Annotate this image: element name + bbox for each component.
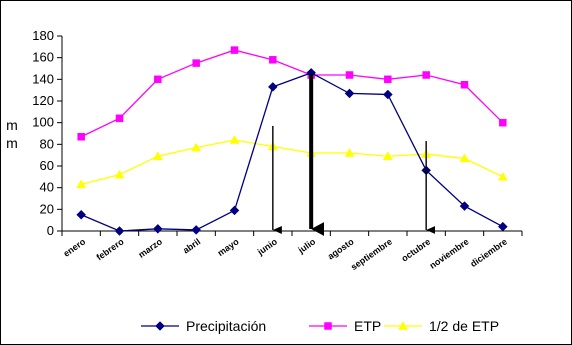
x-tick-label: enero: [61, 236, 87, 259]
legend-item-half-etp: 1/2 de ETP: [384, 318, 499, 334]
annotation-layer: [272, 73, 436, 236]
data-point-precipitacion: [152, 223, 163, 234]
data-point-precipitacion: [76, 209, 87, 220]
data-point-precipitacion: [191, 225, 202, 235]
data-point-etp: [154, 75, 162, 84]
legend-marker: [155, 321, 165, 331]
y-tick-label: 160: [32, 50, 54, 65]
data-point-etp: [460, 81, 469, 89]
legend-marker: [324, 322, 332, 330]
series-precipitacion: [76, 67, 508, 236]
data-point-half-etp: [114, 169, 125, 179]
data-point-etp: [384, 75, 392, 84]
data-point-half-etp: [459, 153, 470, 163]
data-point-precipitacion: [382, 89, 393, 100]
x-tick-label: febrero: [95, 236, 127, 262]
legend-marker: [398, 320, 408, 330]
x-tick-label: julio: [296, 236, 318, 256]
y-tick-label: 40: [40, 180, 54, 195]
x-tick-label: marzo: [137, 236, 165, 260]
y-tick-label: 0: [47, 223, 54, 238]
y-axis-label: m: [6, 135, 18, 151]
y-axis-label: m: [6, 117, 18, 133]
legend-label: 1/2 de ETP: [429, 318, 499, 334]
data-point-half-etp: [344, 147, 355, 157]
series-line-half-etp: [81, 139, 504, 186]
data-point-half-etp: [382, 151, 393, 160]
data-point-precipitacion: [114, 226, 125, 236]
data-point-etp: [192, 59, 200, 67]
x-tick-label: mayo: [216, 236, 241, 258]
legend-item-etp: ETP: [309, 318, 381, 334]
x-tick-label: octubre: [400, 236, 433, 263]
x-tick-label: septiembre: [349, 236, 394, 272]
data-point-precipitacion: [229, 205, 240, 216]
axes: 0 20 40 60 80 100 120 140 160 180 enero febrero marz…: [6, 28, 523, 272]
data-point-half-etp: [76, 179, 87, 189]
series-half-etp: [76, 134, 508, 189]
y-tick-label: 20: [40, 201, 54, 216]
series-line-precipitacion: [80, 72, 504, 232]
x-tick-label: agosto: [326, 236, 356, 261]
data-point-precipitacion: [497, 221, 508, 232]
x-tick-label: junio: [255, 236, 280, 257]
data-point-half-etp: [191, 142, 202, 152]
data-point-etp: [499, 118, 507, 127]
x-tick-label: abril: [181, 236, 202, 255]
data-point-half-etp: [497, 171, 508, 181]
y-tick-label: 60: [40, 158, 54, 173]
data-point-etp: [115, 114, 124, 123]
legend-label: ETP: [354, 318, 381, 334]
legend-item-precipitacion: Precipitación: [141, 318, 266, 334]
data-point-etp: [269, 56, 277, 64]
data-point-half-etp: [152, 151, 163, 160]
series-layer: [76, 46, 508, 236]
y-tick-label: 140: [32, 71, 54, 86]
data-point-precipitacion: [267, 82, 278, 92]
data-point-etp: [422, 71, 430, 79]
data-point-half-etp: [229, 134, 240, 144]
y-tick-label: 80: [40, 136, 54, 151]
x-tick-label: noviembre: [428, 236, 471, 270]
series-etp: [77, 46, 507, 141]
data-point-etp: [77, 133, 85, 141]
data-point-precipitacion: [344, 88, 355, 99]
y-tick-label: 100: [32, 115, 54, 130]
series-line-etp: [80, 49, 504, 138]
legend-label: Precipitación: [186, 318, 266, 334]
legend: Precipitación ETP 1/2 de ETP: [141, 318, 499, 334]
data-point-etp: [230, 46, 239, 54]
data-point-precipitacion: [459, 201, 470, 211]
y-tick-label: 180: [32, 28, 54, 43]
y-tick-label: 120: [32, 93, 54, 108]
x-tick-label: diciembre: [468, 236, 509, 269]
data-point-etp: [345, 71, 354, 79]
